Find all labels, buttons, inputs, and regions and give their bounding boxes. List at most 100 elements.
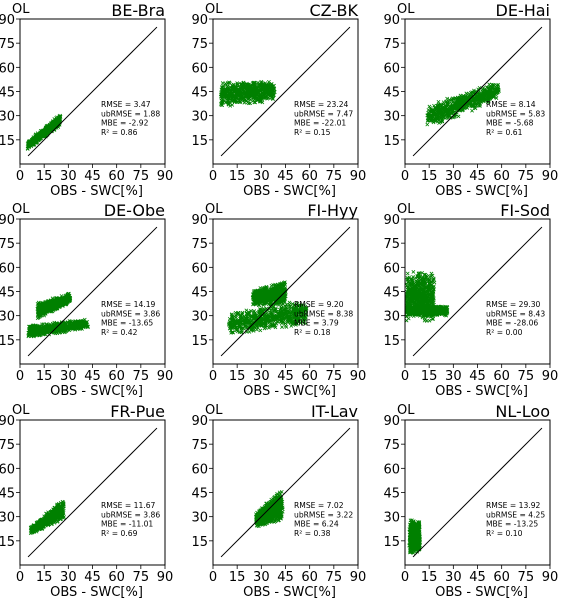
scatter-point [257,288,262,293]
stats-line: MBE = -13.65 [101,319,153,328]
scatter-point [241,88,246,93]
scatter-point [69,324,74,329]
x-tick-label: 45 [84,369,101,384]
scatter-point [285,312,290,317]
y-tick-label: 45 [0,286,15,301]
scatter-point [273,302,278,307]
panel-title: FI-Hyy [307,201,358,220]
scatter-point [270,314,275,318]
scatter-point [262,326,267,331]
stats-line: MBE = -2.92 [101,119,149,128]
scatter-point [273,325,278,330]
scatter-point [435,119,440,124]
scatter-point [299,303,303,308]
scatter-point [438,119,443,124]
scatter-point [290,302,295,306]
scatter-point [38,302,42,307]
scatter-point [484,97,489,102]
scatter-point [304,313,309,317]
x-tick-label: 45 [277,369,294,384]
x-tick-label: 90 [350,369,367,384]
scatter-point [277,289,282,294]
scatter-point [281,312,286,316]
scatter-point [234,96,239,101]
scatter-point [425,122,430,127]
scatter-point [57,296,62,301]
x-tick-label: 45 [469,169,486,184]
scatter-point [220,88,225,92]
scatter-point [427,104,432,109]
scatter-point [251,81,256,85]
x-tick-label: 15 [36,369,53,384]
stats-line: RMSE = 9.20 [294,300,344,309]
stats-line: ubRMSE = 7.47 [294,109,353,118]
scatter-point [271,290,276,295]
scatter-point [257,293,262,298]
scatter-point [274,294,278,299]
scatter-point [463,103,467,107]
scatter-points [405,270,450,323]
y-tick-label: 45 [0,86,15,101]
scatter-point [34,138,39,143]
scatter-point [224,91,229,96]
y-tick-label: 90 [0,213,15,228]
scatter-point [275,311,280,316]
scatter-point [28,142,33,147]
scatter-point [432,103,436,108]
scatter-point [235,83,240,87]
scatter-point [244,323,249,328]
scatter-point [221,84,226,88]
scatter-point [463,99,468,104]
y-tick-label: 90 [191,13,208,28]
scatter-point [434,107,439,112]
scatter-point [253,85,258,90]
scatter-point [45,305,50,310]
scatter-point [450,111,454,116]
scatter-point [461,96,466,100]
scatter-point [246,310,251,314]
scatter-point [67,298,72,303]
scatter-point [229,312,234,317]
scatter-point [230,103,235,107]
stats-line: RMSE = 8.14 [486,100,536,109]
scatter-point [428,118,433,123]
scatter-point [230,91,235,96]
scatter-point [447,114,452,119]
scatter-point [38,309,43,314]
scatter-point [299,307,304,312]
scatter-point [445,100,450,105]
scatter-point [265,289,270,294]
stats-line: RMSE = 23.24 [294,100,349,109]
scatter-point [238,99,243,103]
scatter-point [455,99,460,104]
scatter-point [259,307,264,312]
scatter-point [63,302,68,306]
scatter-point [282,288,286,292]
scatter-points [25,113,63,151]
scatter-point [234,90,239,95]
scatter-point [467,103,472,107]
x-axis-label: OBS - SWC[%] [435,184,528,199]
scatter-point [477,97,481,102]
y-tick-label: 60 [0,61,15,76]
scatter-point [236,310,241,315]
scatter-point [254,88,258,93]
x-tick-label: 60 [493,169,510,184]
scatter-point [44,127,49,132]
scatter-point [298,321,303,325]
x-tick-label: 30 [60,369,77,384]
y-axis-label: OL [205,2,223,17]
scatter-point [420,315,425,320]
y-tick-label: 30 [0,310,15,325]
scatter-point [268,287,273,292]
scatter-point [262,88,267,92]
scatter-point [281,283,286,288]
scatter-point [253,100,258,105]
scatter-point [270,92,275,97]
scatter-point [37,332,42,337]
x-tick-label: 90 [350,169,367,184]
scatter-point [456,114,461,119]
scatter-point [256,80,260,85]
scatter-point [268,296,273,300]
